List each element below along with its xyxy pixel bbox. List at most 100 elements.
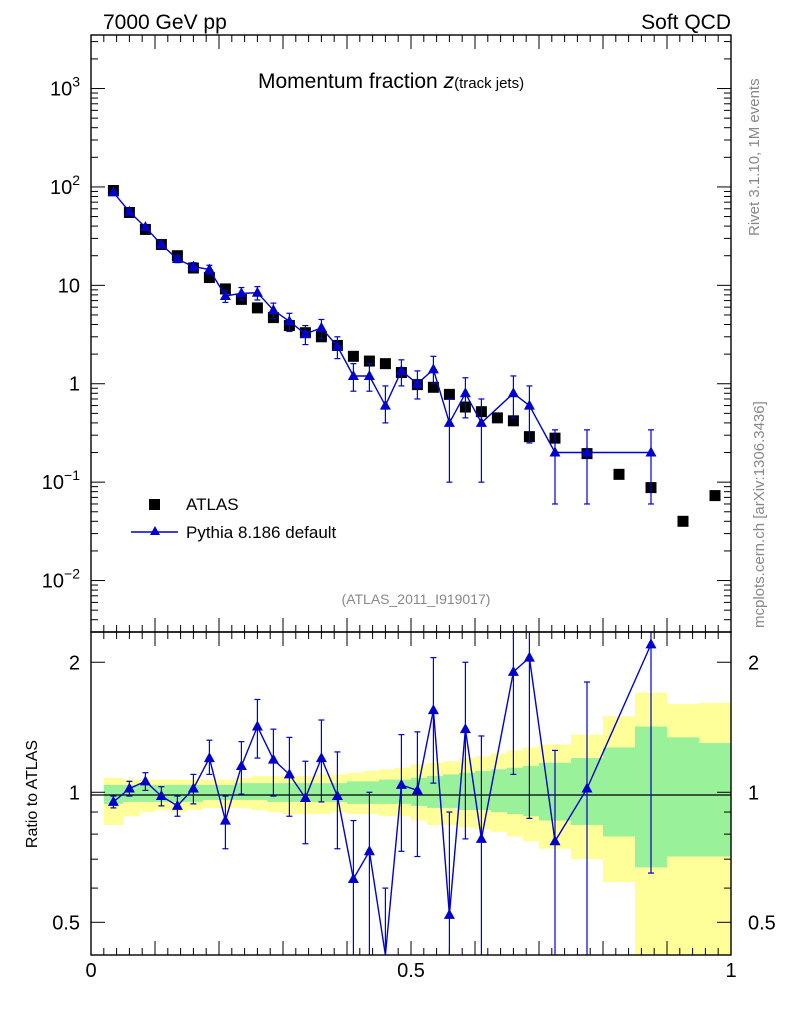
ratio-point xyxy=(395,778,407,789)
main-ytick-label-base: 10 xyxy=(42,571,64,593)
pythia-point xyxy=(347,369,359,380)
ratio-band-green xyxy=(379,779,395,804)
pythia-point xyxy=(395,364,407,375)
ratio-band-green xyxy=(459,772,475,810)
main-ytick-label-base: 10 xyxy=(42,472,64,494)
ratio-ytick-label-left: 0.5 xyxy=(52,912,80,934)
legend-atlas-label: ATLAS xyxy=(186,495,239,514)
ratio-point xyxy=(363,845,375,856)
atlas-series xyxy=(107,185,721,527)
ratio-band-green xyxy=(267,783,283,802)
ratio-band-green xyxy=(103,784,123,804)
ratio-point xyxy=(299,791,311,802)
main-ytick-label: 10 xyxy=(58,275,80,297)
pythia-point xyxy=(315,321,327,332)
atlas-point xyxy=(427,381,439,393)
ratio-point xyxy=(427,704,439,715)
ratio-band-green xyxy=(171,784,187,802)
atlas-point xyxy=(491,412,503,424)
ratio-point xyxy=(267,753,279,764)
ratio-point xyxy=(645,638,657,649)
ratio-band-green xyxy=(507,767,523,815)
ratio-point xyxy=(347,872,359,883)
ratio-point xyxy=(155,790,167,801)
main-ytick-label-exponent: 2 xyxy=(72,172,80,188)
plot-title-main: Momentum fraction xyxy=(258,70,444,93)
ratio-point xyxy=(107,795,119,806)
rivet-version-label: Rivet 3.1.10, 1M events xyxy=(746,78,763,236)
atlas-point xyxy=(443,388,455,400)
header-process-label: Soft QCD xyxy=(641,11,731,34)
plot-title-sub: (track jets) xyxy=(454,75,524,92)
pythia-point xyxy=(299,328,311,339)
ratio-band-green xyxy=(491,769,507,813)
ratio-point xyxy=(581,782,593,793)
atlas-point xyxy=(203,272,215,284)
ratio-point xyxy=(235,760,247,771)
ratio-ytick-label-right: 2 xyxy=(748,652,759,674)
atlas-point xyxy=(363,355,375,367)
pythia-point xyxy=(379,399,391,410)
main-ytick-label: 10−2 xyxy=(42,566,80,593)
x-tick-label: 1 xyxy=(725,960,736,982)
mcplots-reference-label: mcplots.cern.ch [arXiv:1306.3436] xyxy=(751,401,768,628)
pythia-point xyxy=(171,253,183,264)
pythia-point xyxy=(331,340,343,351)
ratio-point xyxy=(123,782,135,793)
pythia-point xyxy=(443,416,455,427)
atlas-point xyxy=(709,490,721,502)
ratio-point xyxy=(171,799,183,810)
pythia-point xyxy=(139,221,151,232)
main-ytick-label: 103 xyxy=(50,74,80,101)
atlas-point xyxy=(219,283,231,295)
pythia-series xyxy=(107,186,657,505)
pythia-point xyxy=(475,416,487,427)
header-energy-label: 7000 GeV pp xyxy=(103,11,227,34)
legend-pythia-marker xyxy=(150,526,160,535)
ratio-band-green xyxy=(235,783,251,800)
ratio-ytick-label-right: 1 xyxy=(748,782,759,804)
main-ytick-label-base: 10 xyxy=(58,275,80,297)
ratio-ytick-label-left: 1 xyxy=(69,782,80,804)
main-axis-ticks xyxy=(90,35,732,633)
main-ytick-label-base: 1 xyxy=(69,374,80,396)
x-tick-label: 0.5 xyxy=(397,960,425,982)
ratio-point xyxy=(523,651,535,662)
ratio-band-green xyxy=(443,774,459,808)
pythia-point xyxy=(283,315,295,326)
ratio-point xyxy=(411,784,423,795)
ratio-point xyxy=(139,775,151,786)
plot-title: Momentum fraction z(track jets) xyxy=(258,70,524,93)
ratio-band-green xyxy=(523,766,539,817)
ratio-point xyxy=(459,723,471,734)
ratio-point xyxy=(507,665,519,676)
main-ytick-label-exponent: 3 xyxy=(72,74,80,90)
main-ytick-label-base: 10 xyxy=(50,177,72,199)
atlas-point xyxy=(379,358,391,370)
atlas-point xyxy=(251,302,263,314)
atlas-point xyxy=(613,468,625,480)
plot-title-z: z xyxy=(443,70,455,93)
x-tick-label: 0 xyxy=(85,960,96,982)
ratio-point xyxy=(331,790,343,801)
pythia-point xyxy=(645,446,657,457)
ratio-point xyxy=(187,782,199,793)
pythia-point xyxy=(411,377,423,388)
main-ytick-label: 1 xyxy=(69,374,80,396)
ratio-point xyxy=(443,908,455,919)
ratio-band-green xyxy=(667,737,699,857)
pythia-point xyxy=(523,399,535,410)
atlas-point xyxy=(347,350,359,362)
pythia-point xyxy=(123,205,135,216)
ratio-band-green xyxy=(251,783,267,800)
pythia-point xyxy=(219,289,231,300)
pythia-point xyxy=(363,369,375,380)
legend: ATLAS Pythia 8.186 default xyxy=(131,495,337,542)
ratio-band-green xyxy=(603,747,635,837)
pythia-point xyxy=(203,263,215,274)
ratio-point xyxy=(549,835,561,846)
pythia-point xyxy=(459,387,471,398)
